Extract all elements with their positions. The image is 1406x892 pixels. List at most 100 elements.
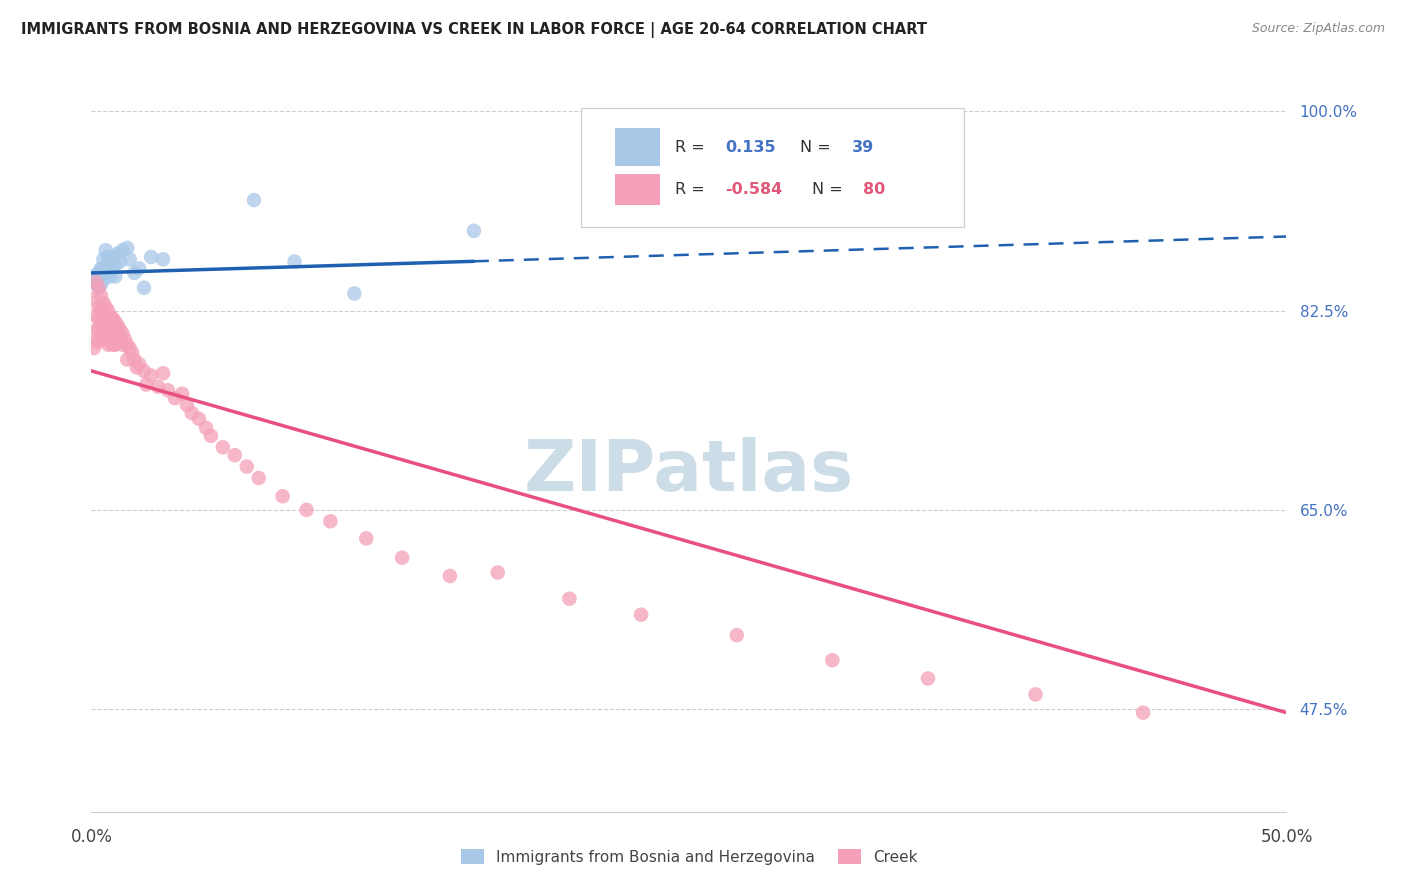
Point [97, 337, 120, 351]
Point [111, 337, 134, 351]
Point [243, 193, 266, 207]
Point [1024, 687, 1046, 701]
Point [97, 303, 120, 318]
Text: N =: N = [813, 182, 842, 197]
Point [148, 380, 170, 394]
Point [180, 406, 202, 420]
Text: N =: N = [800, 140, 831, 155]
Point [135, 377, 157, 392]
Point [87, 281, 110, 295]
Point [101, 323, 124, 337]
Point [84, 269, 107, 284]
Point [101, 311, 124, 326]
Point [90, 277, 112, 292]
Point [83, 341, 105, 355]
Point [87, 334, 110, 349]
Point [115, 241, 138, 255]
Point [118, 341, 141, 355]
Point [1132, 706, 1154, 720]
Text: R =: R = [675, 182, 704, 197]
Point [93, 332, 114, 346]
Point [87, 266, 110, 280]
Point [100, 323, 122, 337]
Point [100, 254, 122, 268]
Point [187, 411, 211, 425]
Text: 0.135: 0.135 [725, 140, 776, 155]
Point [121, 345, 143, 359]
Point [124, 352, 146, 367]
Point [343, 286, 366, 301]
Text: R =: R = [675, 140, 704, 155]
Point [97, 250, 120, 264]
Text: IMMIGRANTS FROM BOSNIA AND HERZEGOVINA VS CREEK IN LABOR FORCE | AGE 20-64 CORRE: IMMIGRANTS FROM BOSNIA AND HERZEGOVINA V… [21, 22, 927, 38]
Point [87, 273, 110, 287]
Point [200, 429, 222, 443]
Point [152, 252, 174, 267]
Point [354, 532, 377, 546]
Point [114, 332, 136, 346]
Point [93, 261, 114, 276]
Point [104, 269, 127, 284]
Point [97, 266, 120, 280]
Point [295, 503, 318, 517]
Point [104, 326, 127, 341]
Point [247, 471, 270, 485]
FancyBboxPatch shape [614, 174, 661, 204]
Legend: Immigrants from Bosnia and Herzegovina, Creek: Immigrants from Bosnia and Herzegovina, … [454, 843, 924, 871]
Point [84, 334, 107, 349]
Point [108, 323, 131, 337]
FancyBboxPatch shape [614, 128, 661, 166]
Point [93, 266, 114, 280]
Text: 39: 39 [852, 140, 873, 155]
Point [111, 326, 134, 341]
Point [104, 315, 127, 329]
Point [391, 550, 413, 565]
Point [90, 326, 112, 341]
Point [94, 326, 117, 341]
Point [90, 269, 112, 284]
Point [107, 332, 129, 346]
Point [93, 318, 114, 333]
Point [463, 224, 485, 238]
Point [128, 357, 150, 371]
Point [152, 366, 174, 380]
Point [132, 364, 155, 378]
Point [124, 266, 146, 280]
Point [94, 300, 117, 314]
Text: 80: 80 [863, 182, 886, 197]
Point [115, 337, 138, 351]
Point [141, 250, 162, 264]
Point [97, 315, 120, 329]
Point [235, 459, 259, 474]
Point [90, 303, 112, 318]
Point [87, 281, 110, 295]
Point [118, 252, 141, 267]
Point [156, 384, 179, 398]
Point [84, 310, 107, 324]
Point [125, 360, 148, 375]
Point [271, 489, 294, 503]
Point [93, 273, 114, 287]
Point [90, 261, 112, 276]
Point [176, 398, 198, 412]
Point [107, 246, 129, 260]
Point [284, 254, 307, 268]
Point [821, 653, 844, 667]
Point [104, 258, 127, 272]
Point [107, 318, 129, 333]
Text: -0.584: -0.584 [725, 182, 782, 197]
Point [917, 672, 939, 686]
Point [224, 448, 246, 462]
Point [84, 277, 107, 292]
Point [87, 311, 110, 326]
Point [84, 275, 107, 289]
Point [94, 261, 117, 276]
Point [97, 326, 120, 341]
Point [128, 261, 150, 276]
Point [100, 310, 122, 324]
Point [108, 254, 131, 268]
FancyBboxPatch shape [582, 108, 965, 227]
Point [83, 269, 105, 284]
Point [93, 252, 114, 267]
Point [195, 421, 218, 435]
